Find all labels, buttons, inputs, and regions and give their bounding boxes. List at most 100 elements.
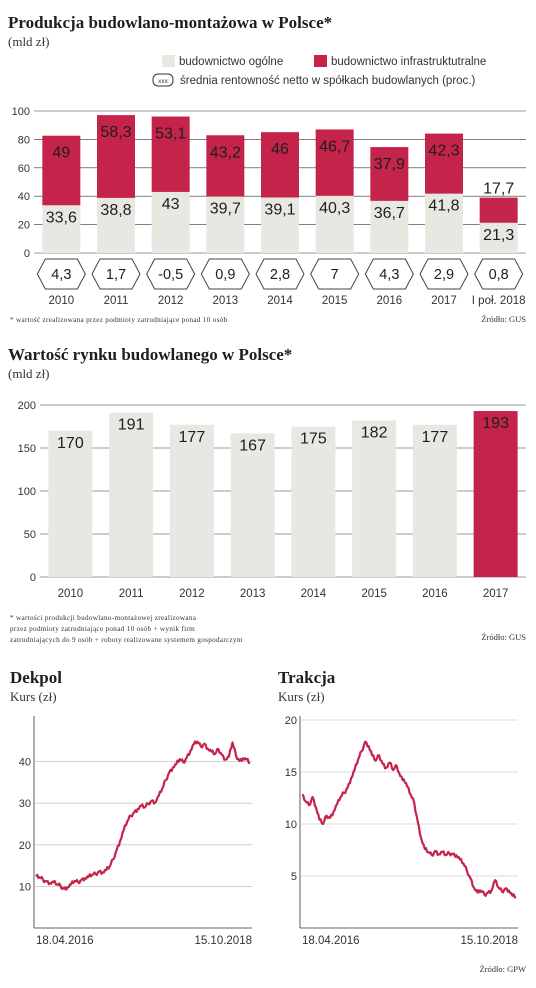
x-end-label: 15.10.2018 <box>460 935 518 947</box>
bar-infra <box>42 135 81 206</box>
profitability-hexagon <box>255 258 305 290</box>
market-footnote-line-3: zatrudniających do 9 osób + roboty reali… <box>10 636 243 644</box>
infra-value-label: 46,7 <box>319 138 350 155</box>
production-categories: 2010 2011 2012 2013 2014 2015 2016 2017 I poł. 2… <box>49 295 526 307</box>
trakcja-plot: 5 10 15 20 18.04.2016 15.10.2018 <box>285 715 518 947</box>
market-bar <box>291 426 336 577</box>
market-value-label: 175 <box>300 431 327 448</box>
y-tick-label: 30 <box>19 798 31 810</box>
market-source: Źródło: GUS <box>481 632 526 642</box>
market-categories: 2010 2011 2012 2013 2014 2015 2016 2017 <box>58 588 509 600</box>
market-value-label: 167 <box>239 437 266 454</box>
category-label: 2013 <box>213 295 239 307</box>
dekpol-subtitle: Kurs (zł) <box>10 689 57 704</box>
y-tick-label: 200 <box>18 400 36 412</box>
dekpol-plot: 10 20 30 40 18.04.2016 15.10.2018 <box>19 716 252 947</box>
bar-infra <box>261 132 299 198</box>
legend-infra-swatch <box>314 55 327 67</box>
production-source: Źródło: GUS <box>481 314 526 324</box>
profitability-value: 7 <box>331 267 339 283</box>
y-tick-label: 50 <box>24 529 36 541</box>
category-label: 2014 <box>301 588 327 600</box>
category-label: 2016 <box>377 295 403 307</box>
production-legend: budownictwo ogólne budownictwo infrastru… <box>152 55 486 87</box>
category-label: 2010 <box>49 295 75 307</box>
infra-value-label: 42,3 <box>428 143 459 160</box>
general-value-label: 39,1 <box>264 201 295 218</box>
y-tick-label: 20 <box>18 220 30 232</box>
infra-value-label: 53,1 <box>155 126 186 143</box>
market-value-label: 170 <box>57 435 84 452</box>
market-bar <box>109 412 154 577</box>
profitability-row: 4,3 1,7 -0,5 0,9 2,8 7 4,3 2,9 0,8 <box>36 258 524 290</box>
market-footnote-line-2: przez podmioty zatrudniające ponad 10 os… <box>10 625 195 633</box>
y-tick-label: 0 <box>24 248 30 260</box>
production-chart-unit: (mld zł) <box>8 34 50 49</box>
market-bar <box>169 424 214 577</box>
category-label: 2015 <box>361 588 387 600</box>
infra-value-label: 46 <box>271 141 289 158</box>
general-value-label: 38,8 <box>100 202 131 219</box>
trakcja-subtitle: Kurs (zł) <box>278 689 325 704</box>
bar-infra <box>206 135 245 197</box>
category-label: 2013 <box>240 588 266 600</box>
bar-infra <box>315 129 354 196</box>
y-tick-label: 150 <box>18 443 36 455</box>
category-label: 2012 <box>158 295 184 307</box>
y-tick-label: 15 <box>285 767 297 779</box>
profitability-hexagon <box>200 258 250 290</box>
legend-profit-symbol: xxx <box>158 78 169 85</box>
category-label: 2014 <box>267 295 293 307</box>
category-label: 2010 <box>58 588 84 600</box>
bar-general <box>97 197 135 253</box>
category-label: 2017 <box>431 295 457 307</box>
category-label: 2011 <box>104 295 129 307</box>
category-label: 2017 <box>483 588 509 600</box>
infra-value-label: 17,7 <box>483 181 514 198</box>
category-label: 2015 <box>322 295 348 307</box>
price-line <box>301 740 517 899</box>
category-label: I poł. 2018 <box>472 295 526 307</box>
general-value-label: 33,6 <box>46 209 77 226</box>
profitability-hexagon <box>146 258 196 290</box>
market-value-label: 191 <box>118 417 145 434</box>
profitability-hexagon <box>91 258 141 290</box>
profitability-hexagon <box>36 258 86 290</box>
profitability-hexagon <box>419 258 469 290</box>
y-tick-label: 20 <box>19 840 31 852</box>
bar-infra <box>370 147 409 201</box>
profitability-value: 0,8 <box>489 267 509 283</box>
profitability-value: 0,9 <box>215 267 235 283</box>
market-value-label: 193 <box>482 415 509 432</box>
bar-infra <box>479 197 518 223</box>
profitability-value: 4,3 <box>51 267 71 283</box>
profitability-hexagon <box>310 258 360 290</box>
dekpol-title: Dekpol <box>10 668 62 687</box>
x-start-label: 18.04.2016 <box>302 935 360 947</box>
production-chart-title: Produkcja budowlano-montażowa w Polsce* <box>8 13 332 32</box>
infra-value-label: 43,2 <box>210 144 241 161</box>
market-bar <box>48 430 93 577</box>
market-value-label: 177 <box>422 429 449 446</box>
production-chart: Produkcja budowlano-montażowa w Polsce* … <box>8 13 526 324</box>
y-tick-label: 100 <box>18 486 36 498</box>
y-tick-label: 5 <box>291 871 297 883</box>
general-value-label: 41,8 <box>428 198 459 215</box>
market-chart: Wartość rynku budowlanego w Polsce* (mld… <box>8 345 526 644</box>
legend-profit-label: średnia rentowność netto w spółkach budo… <box>180 75 475 87</box>
general-value-label: 36,7 <box>374 205 405 222</box>
market-value-label: 177 <box>179 429 206 446</box>
infra-value-label: 49 <box>52 145 70 162</box>
general-value-label: 39,7 <box>210 201 241 218</box>
market-bar <box>230 433 275 577</box>
general-value-label: 21,3 <box>483 227 514 244</box>
y-tick-label: 20 <box>285 715 297 727</box>
market-bar <box>473 411 518 577</box>
bar-infra <box>97 115 135 198</box>
legend-general-swatch <box>162 55 175 67</box>
legend-general-label: budownictwo ogólne <box>179 56 283 68</box>
market-footnote-line-1: * wartości produkcji budowlano-montażowe… <box>10 614 197 622</box>
market-bars: 170 191 177 167 175 182 177 193 <box>48 411 518 577</box>
bar-infra <box>425 133 463 194</box>
